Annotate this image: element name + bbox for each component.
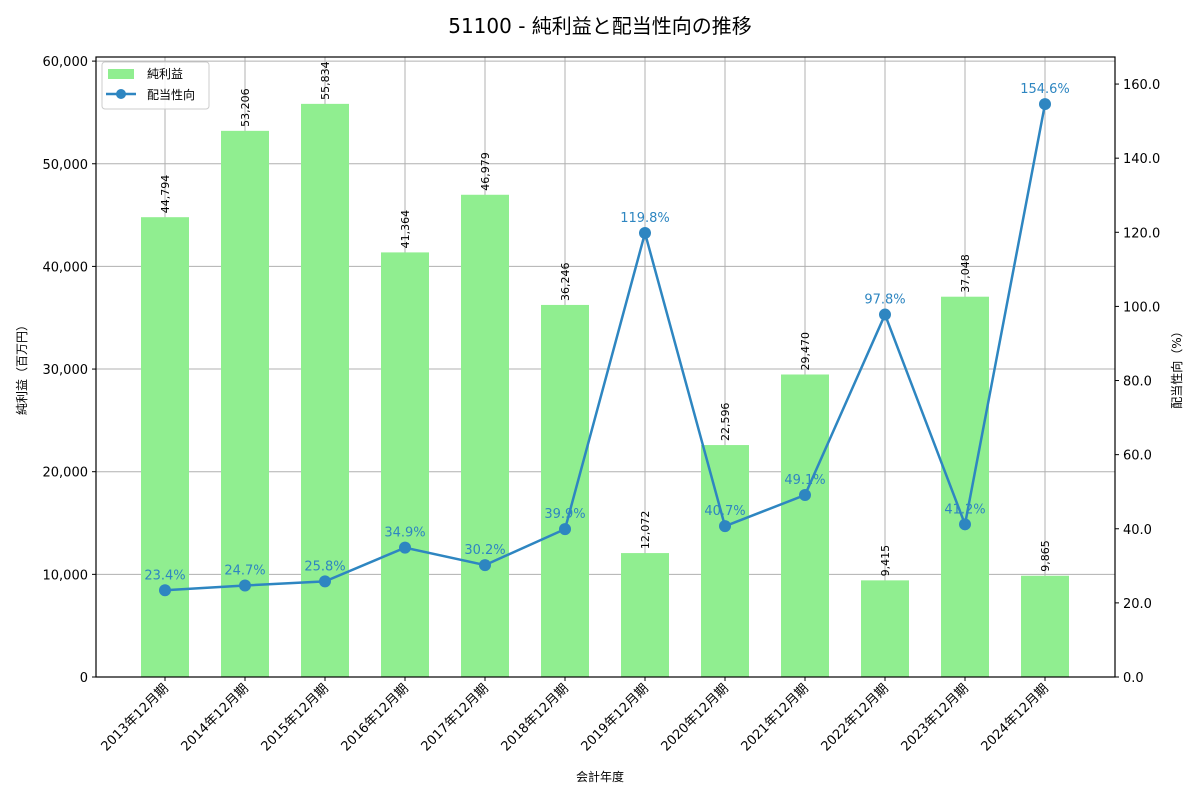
bar xyxy=(221,130,269,677)
line-value-label: 24.7% xyxy=(224,563,265,578)
y2-tick-label: 120.0 xyxy=(1123,226,1160,241)
y-tick-label: 60,000 xyxy=(43,55,89,70)
line-value-label: 40.7% xyxy=(704,504,745,519)
x-tick-label: 2024年12月期 xyxy=(979,681,1052,754)
x-tick-label: 2022年12月期 xyxy=(819,681,892,754)
bar-value-label: 55,834 xyxy=(319,61,332,100)
bar xyxy=(621,553,669,677)
line-marker xyxy=(399,541,411,554)
y-tick-label: 0 xyxy=(80,671,88,686)
y-axis-left: 0 10,000 20,000 30,000 40,000 50,000 60,000 xyxy=(43,55,96,686)
x-tick-label: 2017年12月期 xyxy=(419,681,492,754)
y2-tick-label: 160.0 xyxy=(1123,78,1160,93)
y-axis-label: 純利益（百万円） xyxy=(15,319,29,415)
y2-tick-label: 140.0 xyxy=(1123,152,1160,167)
line-marker xyxy=(879,308,891,321)
bar-value-label: 12,072 xyxy=(639,511,652,550)
y-tick-label: 20,000 xyxy=(43,466,89,481)
line-marker xyxy=(959,518,971,531)
legend-marker-icon xyxy=(116,89,126,99)
x-tick-label: 2016年12月期 xyxy=(339,681,412,754)
line-marker xyxy=(639,227,651,240)
x-tick-label: 2015年12月期 xyxy=(259,681,332,754)
line-value-label: 49.1% xyxy=(784,473,825,488)
line-value-label: 119.8% xyxy=(620,211,670,226)
x-tick-label: 2020年12月期 xyxy=(659,681,732,754)
line-value-label: 25.8% xyxy=(304,559,345,574)
line-value-label: 30.2% xyxy=(464,543,505,558)
bar-value-label: 37,048 xyxy=(959,254,972,293)
bar-value-label: 44,794 xyxy=(159,175,172,214)
line-series-payout-ratio: 23.4% 24.7% 25.8% 34.9% 30.2% 39.9% 119.8% 40.7… xyxy=(144,82,1070,597)
line-marker xyxy=(239,579,251,592)
bar xyxy=(141,217,189,678)
line-marker xyxy=(719,520,731,533)
y2-tick-label: 0.0 xyxy=(1123,671,1144,686)
bar-value-labels: 44,794 53,206 55,834 41,364 46,979 36,246 12,0… xyxy=(159,61,1052,576)
line-value-label: 41.2% xyxy=(944,502,985,517)
bar-value-label: 53,206 xyxy=(239,88,252,127)
y2-tick-label: 80.0 xyxy=(1123,375,1152,390)
bar xyxy=(1021,575,1069,677)
line-value-label: 39.9% xyxy=(544,507,585,522)
x-tick-label: 2013年12月期 xyxy=(99,681,172,754)
bar-value-label: 36,246 xyxy=(559,262,572,301)
y-tick-label: 50,000 xyxy=(43,158,89,173)
bar xyxy=(861,580,909,677)
line-value-label: 23.4% xyxy=(144,568,185,583)
bar xyxy=(541,304,589,677)
bar-value-label: 9,415 xyxy=(879,545,892,577)
line-marker xyxy=(799,489,811,502)
line-value-label: 154.6% xyxy=(1020,82,1070,97)
y2-tick-label: 100.0 xyxy=(1123,300,1160,315)
y2-tick-label: 40.0 xyxy=(1123,523,1152,538)
legend-swatch-bar xyxy=(108,69,134,79)
y-tick-label: 10,000 xyxy=(43,568,89,583)
y2-tick-label: 60.0 xyxy=(1123,449,1152,464)
bar xyxy=(381,252,429,677)
x-tick-label: 2023年12月期 xyxy=(899,681,972,754)
bar xyxy=(701,445,749,677)
line-marker xyxy=(1039,98,1051,111)
bar xyxy=(461,194,509,677)
bar-value-label: 41,364 xyxy=(399,210,412,249)
line-value-label: 34.9% xyxy=(384,526,425,541)
legend: 純利益 配当性向 xyxy=(101,61,210,110)
bar xyxy=(941,296,989,677)
bar-value-label: 46,979 xyxy=(479,152,492,191)
line-marker xyxy=(479,559,491,572)
legend-label-net-income: 純利益 xyxy=(147,67,183,81)
y2-tick-label: 20.0 xyxy=(1123,597,1152,612)
x-tick-label: 2021年12月期 xyxy=(739,681,812,754)
line-marker xyxy=(559,523,571,536)
chart-title: 51100 - 純利益と配当性向の推移 xyxy=(448,14,752,38)
y-tick-label: 30,000 xyxy=(43,363,89,378)
bar xyxy=(781,374,829,677)
legend-label-payout: 配当性向 xyxy=(147,87,195,102)
x-tick-label: 2014年12月期 xyxy=(179,681,252,754)
y-tick-label: 40,000 xyxy=(43,260,89,275)
bar xyxy=(301,103,349,678)
y2-axis-label: 配当性向（%） xyxy=(1169,325,1184,408)
x-axis: 2013年12月期 2014年12月期 2015年12月期 2016年12月期 2017… xyxy=(99,677,1052,755)
bar-value-label: 9,865 xyxy=(1039,540,1052,572)
bar-series-net-income xyxy=(141,103,1069,678)
bar-value-label: 22,596 xyxy=(719,403,732,442)
bar-value-label: 29,470 xyxy=(799,332,812,371)
x-tick-label: 2019年12月期 xyxy=(579,681,652,754)
line-marker xyxy=(159,584,171,597)
line-value-label: 97.8% xyxy=(864,293,905,308)
x-axis-label: 会計年度 xyxy=(576,769,624,784)
y-axis-right: 0.0 20.0 40.0 60.0 80.0 100.0 120.0 140.0 160.0 xyxy=(1115,78,1160,686)
plot-frame xyxy=(95,56,1116,678)
x-tick-label: 2018年12月期 xyxy=(499,681,572,754)
line-marker xyxy=(319,575,331,588)
